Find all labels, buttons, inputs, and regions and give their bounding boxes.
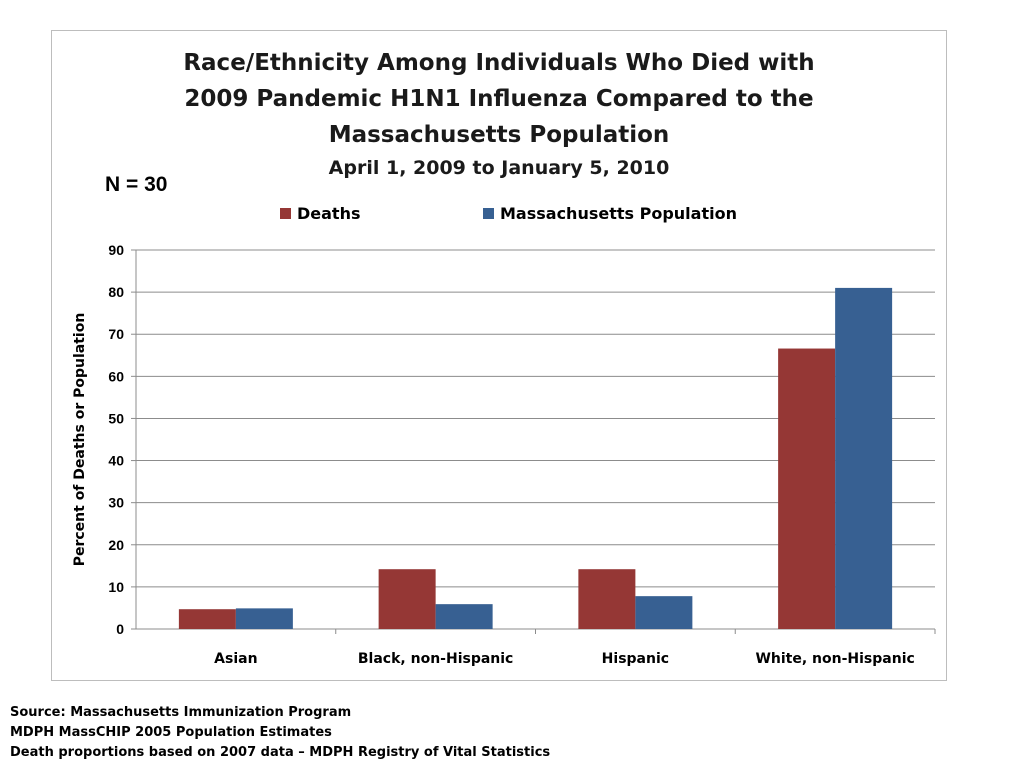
y-tick-label: 60	[108, 368, 124, 384]
y-tick-label: 40	[108, 453, 124, 469]
chart-title: Race/Ethnicity Among Individuals Who Die…	[52, 45, 946, 153]
chart-subtitle: April 1, 2009 to January 5, 2010	[328, 157, 670, 179]
source-line-2: MDPH MassCHIP 2005 Population Estimates	[10, 725, 332, 740]
chart-frame: Race/Ethnicity Among Individuals Who Die…	[51, 30, 947, 681]
bar	[835, 287, 893, 629]
bar-chart: 0 10 20 30 40 50 60 70 80 90 Percent of Deaths or …	[72, 242, 936, 667]
x-tick-label: Hispanic	[602, 651, 669, 667]
y-tick-label: 80	[108, 284, 124, 300]
source-line-1: Source: Massachusetts Immunization Progr…	[10, 705, 352, 720]
y-axis-label: Percent of Deaths or Population	[72, 313, 88, 567]
bar	[178, 609, 236, 629]
x-tick-label: White, non-Hispanic	[755, 651, 914, 667]
bar	[235, 608, 293, 629]
y-tick-label: 90	[108, 242, 124, 258]
x-tick-label: Asian	[214, 651, 257, 667]
legend-swatch-deaths	[280, 208, 291, 219]
bar	[378, 569, 436, 629]
y-tick-label: 30	[108, 495, 124, 511]
source-line-3: Death proportions based on 2007 data – M…	[10, 745, 551, 760]
chart-title-line-3: Massachusetts Population	[328, 122, 670, 148]
bar	[778, 348, 836, 629]
source-note: Source: Massachusetts Immunization Progr…	[10, 703, 550, 763]
chart-title-line-1: Race/Ethnicity Among Individuals Who Die…	[183, 50, 815, 76]
chart-legend: Deaths Massachusetts Population	[52, 204, 946, 224]
legend-item-deaths: Deaths	[280, 204, 361, 223]
legend-label-massachusetts-population: Massachusetts Population	[500, 204, 737, 223]
legend-label-deaths: Deaths	[297, 204, 361, 223]
y-tick-label: 70	[108, 326, 124, 342]
bar	[578, 569, 636, 629]
bar	[435, 604, 493, 629]
y-tick-label: 10	[108, 579, 124, 595]
chart-title-line-2: 2009 Pandemic H1N1 Influenza Compared to…	[184, 86, 814, 112]
y-tick-label: 20	[108, 537, 124, 553]
legend-item-massachusetts-population: Massachusetts Population	[483, 204, 737, 223]
bar	[635, 596, 693, 629]
y-tick-label: 0	[116, 621, 124, 637]
legend-swatch-massachusetts-population	[483, 208, 494, 219]
sample-size-annotation: N = 30	[105, 173, 168, 196]
x-tick-label: Black, non-Hispanic	[358, 651, 513, 667]
y-tick-label: 50	[108, 410, 124, 426]
